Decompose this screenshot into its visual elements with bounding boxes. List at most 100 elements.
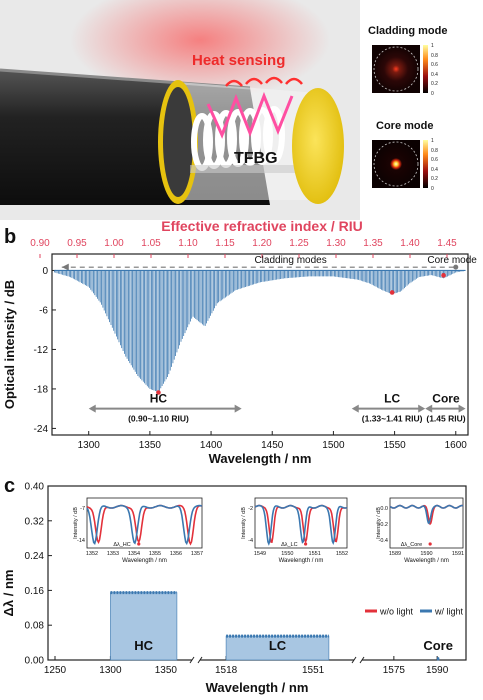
y-tick-label: 0.16	[25, 586, 45, 597]
region-arrow-head-right	[458, 404, 466, 413]
x-tick-label: 1500	[322, 440, 345, 451]
y-tick-label: 0.08	[25, 621, 45, 632]
panel-a-illustration	[0, 0, 428, 220]
cladding-modes-label: Cladding modes	[254, 255, 326, 266]
inset-x-tick-label: 1549	[254, 551, 266, 557]
region-range: (1.45 RIU)	[426, 414, 465, 424]
top-tick-label: 1.05	[141, 238, 161, 249]
inset-y-tick-label: -4	[248, 538, 253, 544]
heat-waves	[225, 76, 303, 87]
top-tick-label: 1.00	[104, 238, 124, 249]
top-tick-label: 1.40	[400, 238, 420, 249]
panel-letter-b: b	[4, 226, 17, 248]
core-mode-label: Core mode	[427, 255, 477, 266]
shift-chart: 0.00 0.08 0.16 0.24 0.32 0.40 Δλ / nm Wavelengt…	[1, 482, 467, 695]
top-tick-label: 0.90	[30, 238, 50, 249]
inset-y-title: Intensity / dB	[241, 507, 247, 539]
plot-frame	[51, 253, 469, 436]
region-label: HC	[150, 392, 168, 406]
inset-shift-label: Δλ_Core	[401, 542, 422, 548]
inset-x-tick-label: 1589	[389, 551, 401, 557]
inset-shift-label: Δλ_LC	[281, 542, 298, 548]
x-tick-label: 1518	[215, 665, 238, 676]
resonance-marker	[389, 290, 395, 295]
inset-x-title: Wavelength / nm	[404, 558, 449, 564]
resonance-marker	[441, 273, 446, 278]
inset-x-tick-label: 1352	[86, 551, 98, 557]
inset-x-tick-label: 1354	[128, 551, 140, 557]
mode-arrow-dot	[453, 264, 459, 270]
region-arrow-head-left	[425, 404, 433, 413]
core-colorbar	[423, 140, 428, 188]
axis-break-mark	[189, 656, 195, 664]
heat-sensing-label: Heat sensing	[192, 52, 286, 69]
inset-x-tick-label: 1357	[191, 551, 203, 557]
heat-glow	[70, 0, 330, 100]
y-tick-label: 0	[42, 266, 48, 277]
axis-break-mark	[197, 656, 203, 664]
segment-label: LC	[269, 638, 287, 653]
spectrum-chart: 0.90 0.95 1.00 1.05 1.10 1.15 1.20 1.25 1.30 1.35…	[2, 238, 477, 466]
top-tick-label: 1.20	[252, 238, 272, 249]
y-axis-title: Δλ / nm	[1, 570, 16, 617]
y-tick-label: 0.40	[25, 482, 45, 493]
x-tick-label: 1600	[445, 440, 468, 451]
inset-curve-without-light	[86, 504, 203, 546]
inset-x-tick-label: 1355	[149, 551, 161, 557]
shift-bar	[110, 592, 178, 661]
x-tick-label: 1575	[383, 665, 406, 676]
top-tick-label: 1.30	[326, 238, 346, 249]
x-tick-label: 1400	[200, 440, 223, 451]
y-tick-label: 0.00	[25, 656, 45, 667]
cladding-colorbar-ticks: 1 0.8 0.6 0.4 0.2 0	[431, 43, 438, 97]
inset-x-title: Wavelength / nm	[122, 558, 167, 564]
y-tick-label: -6	[39, 305, 48, 316]
top-tick-label: 1.10	[178, 238, 198, 249]
y-tick-label: -24	[34, 424, 49, 435]
top-tick-label: 1.35	[363, 238, 383, 249]
axis-break-mark	[359, 656, 365, 664]
y-tick-label: -12	[34, 345, 49, 356]
inset-y-tick-label: -7	[80, 506, 85, 512]
mode-arrow-head	[61, 263, 69, 271]
inset-y-tick-label: -0.2	[379, 522, 388, 528]
region-arrow-head-right	[234, 404, 242, 413]
x-tick-label: 1550	[383, 440, 406, 451]
legend-label: w/o light	[379, 607, 414, 617]
inset-y-tick-label: 0.0	[380, 506, 388, 512]
resonance-marker	[156, 390, 161, 395]
region-range: (1.33~1.41 RIU)	[362, 414, 423, 424]
region-label: LC	[384, 392, 400, 406]
inset-x-tick-label: 1551	[309, 551, 321, 557]
x-tick-label: 1300	[99, 665, 122, 676]
inset-y-title: Intensity / dB	[376, 507, 382, 539]
x-tick-label: 1350	[155, 665, 178, 676]
axis-break-mark	[351, 656, 357, 664]
top-axis-title: Effective refractive index / RIU	[161, 218, 363, 234]
inset-y-tick-label: -2	[248, 506, 253, 512]
y-axis-title: Optical intensity / dB	[2, 280, 17, 409]
legend-label: w/ light	[434, 607, 464, 617]
x-tick-label: 1250	[44, 665, 67, 676]
inset-curve-with-light	[86, 504, 203, 546]
x-tick-label: 1350	[139, 440, 162, 451]
inset-x-tick-label: 1550	[281, 551, 293, 557]
x-axis-title: Wavelength / nm	[206, 680, 309, 695]
region-arrow-head-left	[88, 404, 96, 413]
core-colorbar-ticks: 1 0.8 0.6 0.4 0.2 0	[431, 138, 438, 192]
inset-marker	[137, 542, 141, 546]
inset-marker	[428, 542, 432, 546]
x-axis-title: Wavelength / nm	[209, 451, 312, 466]
x-tick-label: 1590	[426, 665, 449, 676]
region-range: (0.90~1.10 RIU)	[128, 414, 189, 424]
light-path	[206, 91, 294, 139]
tfbg-label: TFBG	[234, 150, 278, 167]
top-tick-label: 0.95	[67, 238, 87, 249]
inset-curve-with-light	[389, 504, 464, 525]
inset-y-tick-label: -0.4	[379, 538, 388, 544]
cladding-mode-image	[372, 45, 420, 93]
region-arrow-head-left	[351, 404, 359, 413]
top-tick-label: 1.25	[289, 238, 309, 249]
segment-label: HC	[134, 638, 153, 653]
inset-x-tick-label: 1552	[336, 551, 348, 557]
